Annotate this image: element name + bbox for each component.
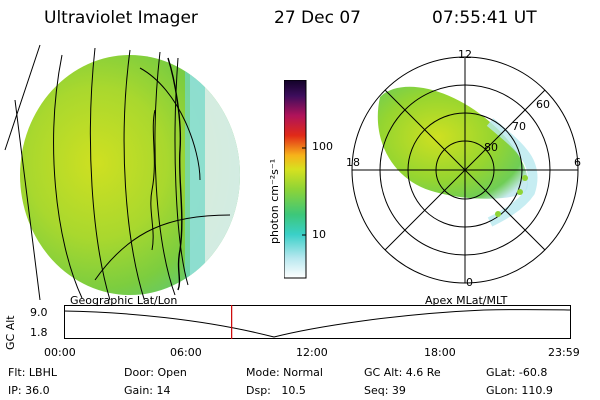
auroral-image — [377, 86, 529, 199]
status-filter: Flt: LBHL — [8, 366, 57, 379]
alt-xtick-0600: 06:00 — [170, 346, 202, 359]
colorbar-tick-10: 10 — [312, 228, 326, 241]
colorbar-unit-label: photon cm⁻²s⁻¹ — [268, 158, 281, 244]
alt-ytick-low: 1.8 — [30, 326, 48, 339]
instrument-title: Ultraviolet Imager — [44, 8, 198, 28]
altitude-plot — [64, 305, 571, 339]
polar-plot — [351, 56, 579, 284]
mlt-label-18: 18 — [346, 156, 360, 169]
status-gain: Gain: 14 — [124, 384, 171, 397]
colorbar-tick-100: 100 — [312, 140, 333, 153]
status-ip: IP: 36.0 — [8, 384, 50, 397]
status-door: Door: Open — [124, 366, 187, 379]
status-mode: Mode: Normal — [246, 366, 323, 379]
alt-xtick-0000: 00:00 — [44, 346, 76, 359]
status-seq: Seq: 39 — [364, 384, 406, 397]
status-glat: GLat: -60.8 — [486, 366, 548, 379]
geographic-label: Geographic Lat/Lon — [70, 294, 178, 307]
mlt-label-0: 0 — [466, 276, 473, 289]
status-gc-alt: GC Alt: 4.6 Re — [364, 366, 441, 379]
apex-label: Apex MLat/MLT — [425, 294, 508, 307]
colorbar — [284, 80, 307, 279]
geographic-image — [4, 44, 240, 300]
altitude-curve — [64, 309, 571, 338]
alt-plot-frame — [64, 305, 571, 339]
lat-label-60: 60 — [536, 98, 550, 111]
alt-xtick-1800: 18:00 — [424, 346, 456, 359]
alt-xtick-1200: 12:00 — [296, 346, 328, 359]
status-dsp: Dsp: 10.5 — [246, 384, 306, 397]
alt-xtick-2359: 23:59 — [548, 346, 580, 359]
lat-label-80: 80 — [484, 141, 498, 154]
date-label: 27 Dec 07 — [274, 8, 361, 28]
lat-label-70: 70 — [512, 120, 526, 133]
alt-ylabel: GC Alt — [4, 315, 17, 350]
mlt-label-6: 6 — [574, 156, 581, 169]
alt-ytick-high: 9.0 — [30, 306, 48, 319]
time-label: 07:55:41 UT — [432, 8, 537, 28]
status-glon: GLon: 110.9 — [486, 384, 553, 397]
mlt-label-12: 12 — [458, 48, 472, 61]
